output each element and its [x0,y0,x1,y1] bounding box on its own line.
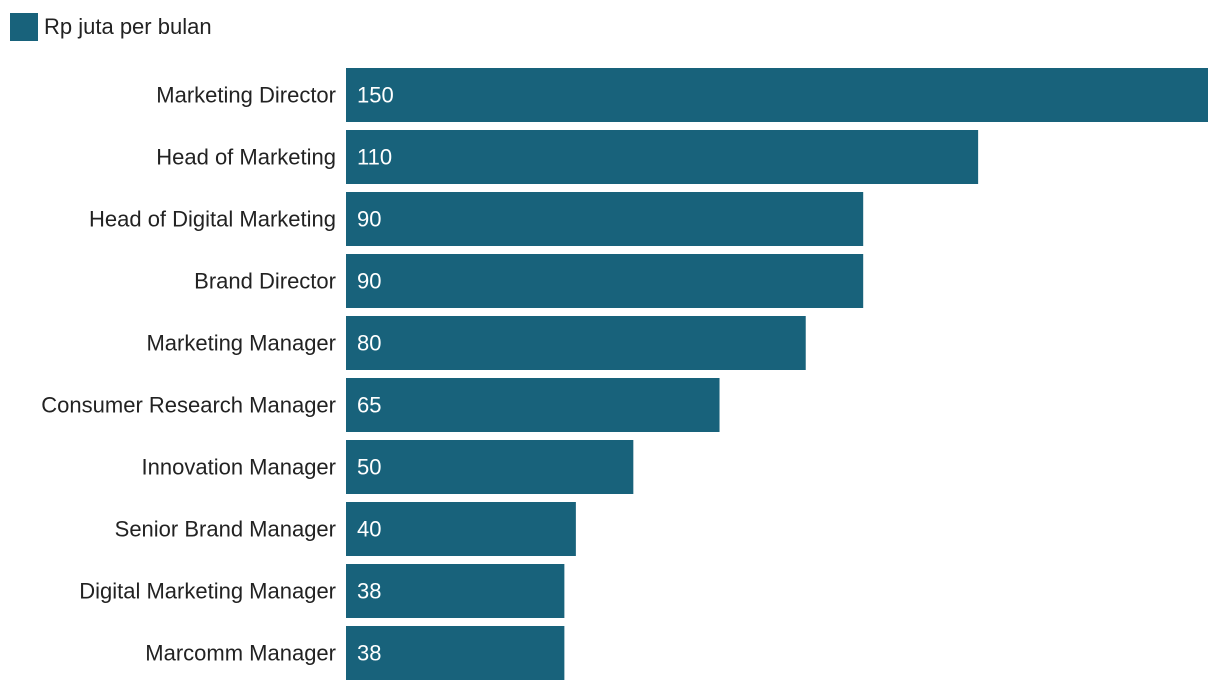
category-label-8: Digital Marketing Manager [79,579,336,604]
value-label-1: 110 [357,145,392,170]
value-label-8: 38 [357,579,381,604]
value-label-6: 50 [357,455,381,480]
bar-0 [346,68,1208,122]
value-label-0: 150 [357,83,394,108]
category-label-4: Marketing Manager [146,331,336,356]
category-label-5: Consumer Research Manager [41,393,336,418]
bar-4 [346,316,806,370]
bar-5 [346,378,720,432]
bar-8 [346,564,565,618]
value-label-5: 65 [357,393,381,418]
value-label-2: 90 [357,207,381,232]
bar-6 [346,440,634,494]
bar-2 [346,192,864,246]
bar-3 [346,254,864,308]
bar-7 [346,502,576,556]
value-label-3: 90 [357,269,381,294]
bar-9 [346,626,565,680]
category-label-1: Head of Marketing [156,145,336,170]
bar-1 [346,130,979,184]
category-label-3: Brand Director [194,269,336,294]
value-label-7: 40 [357,517,381,542]
value-label-4: 80 [357,331,381,356]
category-label-9: Marcomm Manager [145,641,336,666]
legend-swatch [10,13,38,41]
category-label-7: Senior Brand Manager [115,517,336,542]
category-label-0: Marketing Director [156,83,336,108]
category-label-6: Innovation Manager [142,455,336,480]
chart-legend: Rp juta per bulan [10,12,212,42]
category-label-2: Head of Digital Marketing [89,207,336,232]
legend-label: Rp juta per bulan [44,14,212,39]
value-label-9: 38 [357,641,381,666]
